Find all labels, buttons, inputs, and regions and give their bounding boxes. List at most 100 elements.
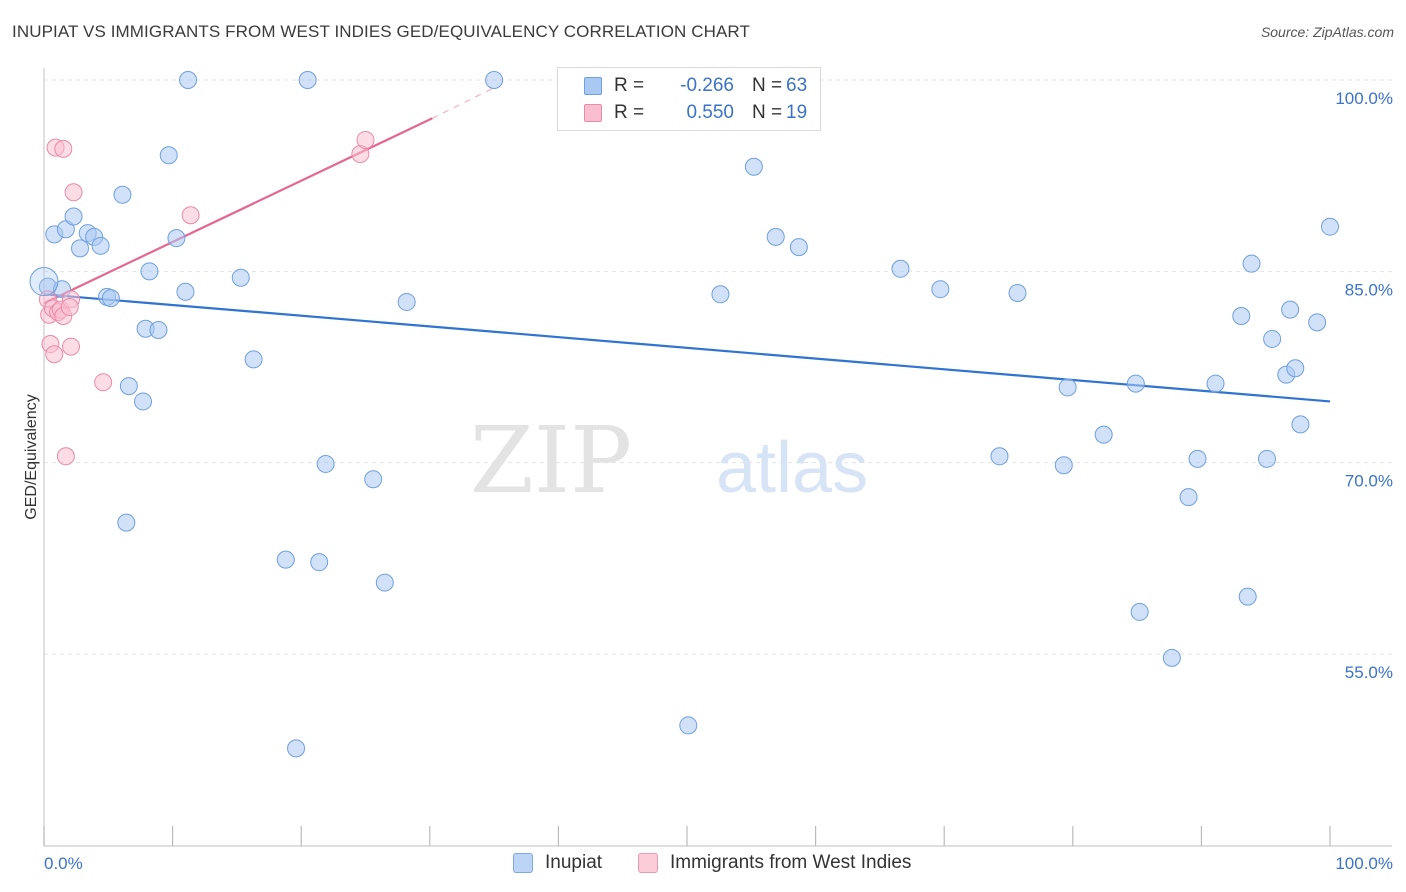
west-indies-point — [64, 183, 83, 202]
inupiat-point — [485, 71, 504, 89]
legend-swatch-inupiat — [584, 77, 602, 95]
west-indies-point — [181, 206, 200, 225]
inupiat-point — [1126, 374, 1145, 393]
inupiat-point — [1291, 415, 1310, 434]
inupiat-point — [891, 259, 910, 278]
inupiat-point — [140, 262, 159, 281]
legend-item-west-indies: Immigrants from West Indies — [638, 852, 911, 874]
inupiat-point — [101, 289, 120, 308]
west-indies-point — [54, 139, 73, 158]
watermark-zip: ZIP — [470, 407, 632, 514]
inupiat-point — [91, 236, 110, 255]
inupiat-point — [310, 553, 329, 572]
inupiat-point — [375, 573, 394, 592]
inupiat-point — [149, 321, 168, 340]
chart-title: INUPIAT VS IMMIGRANTS FROM WEST INDIES G… — [12, 22, 750, 41]
inupiat-point — [1308, 313, 1327, 332]
inupiat-point — [159, 146, 178, 165]
inupiat-point — [1232, 306, 1251, 325]
inupiat-point — [766, 227, 785, 246]
inupiat-point — [1130, 602, 1149, 621]
legend-swatch-west-indies — [584, 104, 602, 122]
west-indies-point — [56, 447, 75, 466]
inupiat-point — [117, 513, 136, 532]
legend-r-value: -0.266 — [680, 75, 734, 96]
inupiat-point — [1281, 300, 1300, 319]
x-tick-label: 0.0% — [44, 854, 83, 873]
legend-n-label: N = — [752, 75, 783, 96]
inupiat-point — [1321, 217, 1339, 236]
tick-labels: 55.0% 70.0% 85.0% 100.0% 0.0% 100.0% — [44, 89, 1393, 873]
inupiat-point — [1058, 378, 1077, 397]
west-indies-trend-extension — [432, 87, 495, 119]
legend-swatch-inupiat — [513, 853, 533, 873]
inupiat-trend-line — [43, 293, 1331, 403]
legend-label-inupiat: Inupiat — [545, 852, 603, 873]
watermark-atlas: atlas — [716, 428, 868, 508]
inupiat-point — [1094, 425, 1113, 444]
inupiat-point — [64, 207, 83, 226]
y-tick-label: 85.0% — [1345, 280, 1393, 299]
west-indies-point — [62, 337, 81, 356]
inupiat-point — [1008, 284, 1027, 303]
legend-item-inupiat: Inupiat — [513, 852, 602, 874]
inupiat-point — [1162, 648, 1181, 667]
axes — [43, 68, 1392, 847]
inupiat-point — [113, 185, 132, 204]
legend-r-label: R = — [614, 75, 645, 96]
inupiat-point — [397, 292, 416, 311]
inupiat-point — [744, 157, 763, 176]
watermark: ZIP atlas — [470, 407, 868, 514]
legend-row-inupiat: R = -0.266 N = 63 — [558, 73, 807, 99]
inupiat-point — [176, 282, 195, 301]
inupiat-point — [990, 447, 1009, 466]
inupiat-point — [1188, 449, 1207, 468]
inupiat-point — [134, 392, 153, 411]
source-credit: Source: ZipAtlas.com — [1260, 24, 1394, 40]
inupiat-point — [119, 377, 138, 396]
legend-n-value: 19 — [786, 102, 808, 123]
inupiat-point — [316, 454, 335, 473]
legend-n-label: N = — [752, 102, 783, 123]
inupiat-point — [711, 285, 730, 304]
legend-row-west-indies: R = 0.550 N = 19 — [558, 100, 807, 126]
legend-n-value: 63 — [786, 75, 808, 96]
inupiat-point — [1238, 587, 1257, 606]
legend-r-label: R = — [614, 102, 645, 123]
west-indies-point — [94, 373, 113, 392]
inupiat-point — [287, 739, 306, 758]
inupiat-point — [276, 550, 295, 569]
legend-swatch-west-indies — [638, 853, 658, 873]
inupiat-point — [167, 229, 186, 248]
inupiat-point — [364, 470, 383, 489]
correlation-legend: R = -0.266 N = 63 R = 0.550 N = 19 — [557, 67, 821, 131]
inupiat-point — [789, 238, 808, 257]
inupiat-point — [1242, 254, 1261, 273]
inupiat-point — [1257, 449, 1276, 468]
inupiat-point — [1054, 456, 1073, 475]
inupiat-point — [298, 71, 317, 89]
inupiat-point — [931, 280, 950, 299]
legend-r-value: 0.550 — [686, 102, 734, 123]
inupiat-point — [231, 268, 250, 287]
inupiat-point — [71, 239, 90, 258]
inupiat-point — [244, 350, 263, 369]
y-tick-label: 55.0% — [1345, 663, 1393, 682]
y-tick-label: 100.0% — [1335, 89, 1393, 108]
inupiat-point — [1286, 359, 1305, 378]
y-tick-label: 70.0% — [1345, 472, 1393, 491]
data-points — [29, 71, 1339, 758]
trend-lines — [43, 87, 1331, 403]
x-tick-label: 100.0% — [1335, 854, 1393, 873]
inupiat-point — [1179, 488, 1198, 507]
west-indies-point — [356, 130, 375, 149]
y-axis-label: GED/Equivalency — [23, 394, 40, 519]
inupiat-point — [679, 716, 698, 735]
inupiat-point — [1206, 374, 1225, 393]
grid-lines — [44, 79, 1392, 655]
inupiat-point — [1263, 329, 1282, 348]
series-legend: Inupiat Immigrants from West Indies — [0, 852, 1406, 878]
inupiat-point — [179, 71, 198, 89]
inupiat-point — [29, 267, 59, 297]
